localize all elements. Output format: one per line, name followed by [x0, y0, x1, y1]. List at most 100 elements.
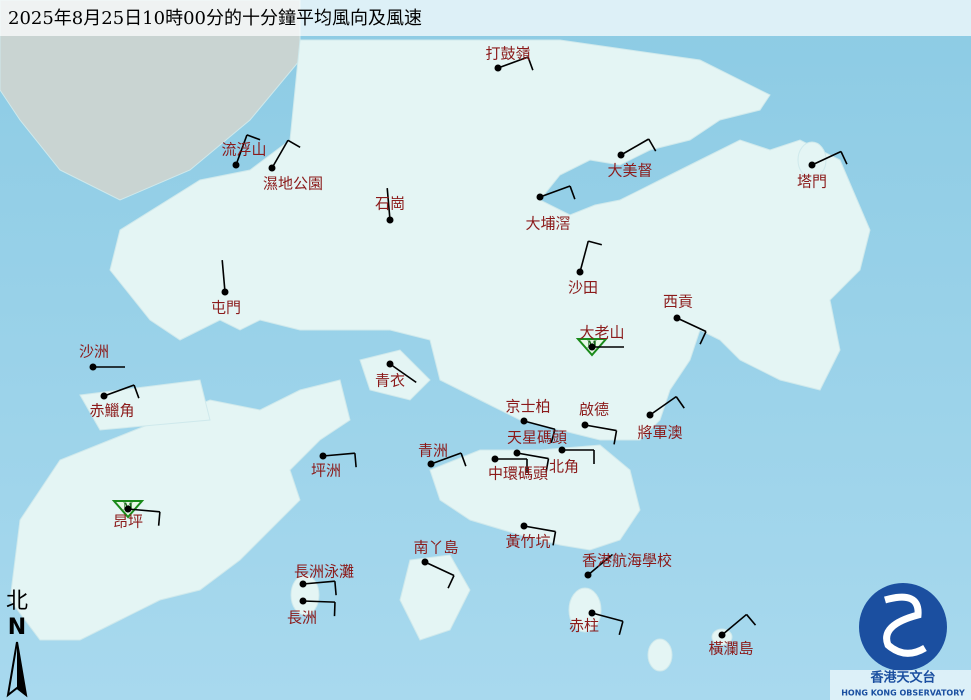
station-dot — [268, 164, 276, 172]
station-label: 長洲泳灘 — [294, 563, 354, 581]
station-label: 青洲 — [418, 442, 448, 460]
station-dot — [673, 314, 681, 322]
station-label: 西貢 — [663, 293, 693, 311]
station: M昂坪 — [111, 500, 161, 531]
barb-feather — [460, 452, 467, 467]
north-letter: N — [8, 615, 26, 640]
barb-feather — [157, 511, 161, 526]
station-label: 南丫島 — [413, 539, 458, 557]
station-dot — [718, 631, 726, 639]
wind-barb — [591, 612, 624, 623]
station-dot — [808, 161, 816, 169]
station-label: 濕地公園 — [263, 175, 323, 193]
station-dot — [520, 417, 528, 425]
wind-barb — [579, 240, 590, 273]
wind-barb — [430, 452, 462, 465]
barb-feather — [840, 151, 848, 165]
station-dot — [319, 452, 327, 460]
station: 大埔滘 — [525, 185, 576, 233]
station-dot — [646, 411, 654, 419]
station-label: 屯門 — [211, 299, 241, 317]
station: 青衣 — [375, 360, 417, 390]
station: 長洲泳灘 — [294, 563, 354, 596]
station: 流浮山 — [221, 134, 267, 169]
wind-barb — [389, 363, 417, 384]
barb-feather — [745, 613, 757, 626]
station-label: 沙洲 — [79, 343, 109, 361]
barb-feather — [545, 458, 550, 473]
station-label: 天星碼頭 — [507, 429, 567, 447]
north-char: 北 — [6, 589, 28, 614]
barb-feather — [287, 139, 301, 148]
wind-barb — [649, 395, 677, 416]
station-dot — [232, 161, 240, 169]
barb-feather — [334, 581, 337, 596]
station-label: 黃竹坑 — [505, 533, 550, 551]
station-dot — [513, 449, 521, 457]
station-dot — [617, 151, 625, 159]
barb-feather — [354, 453, 357, 468]
wind-barb — [386, 188, 391, 221]
wind-barb — [523, 420, 556, 431]
station: 沙洲 — [79, 343, 125, 371]
wind-barb — [302, 600, 336, 603]
barb-feather — [550, 429, 556, 444]
station-label: 沙田 — [568, 279, 598, 297]
station-dot — [100, 392, 108, 400]
station-dot — [558, 446, 566, 454]
station-label: 赤柱 — [569, 617, 599, 635]
station-label: 啟德 — [579, 401, 609, 419]
barb-feather — [246, 134, 261, 141]
map-title: 2025年8月25日10時00分的十分鐘平均風向及風速 — [8, 8, 422, 29]
wind-barb — [620, 138, 650, 156]
station: M大老山 — [575, 324, 625, 357]
barb-feather — [648, 138, 657, 152]
station: 香港航海學校 — [582, 552, 672, 579]
logo-chinese: 香港天文台 — [869, 670, 935, 686]
station: 黃竹坑 — [505, 522, 557, 551]
station-label: 石崗 — [375, 195, 405, 213]
station-label: 香港航海學校 — [582, 552, 672, 570]
barb-feather — [552, 531, 557, 546]
station-label: 將軍澳 — [637, 424, 682, 442]
station-label: 長洲 — [287, 609, 317, 627]
wind-barb — [322, 452, 355, 457]
barb-feather — [569, 185, 576, 200]
barb-feather — [527, 56, 534, 71]
station-label: 流浮山 — [221, 141, 266, 159]
station-dot — [491, 455, 499, 463]
station-dot — [386, 360, 394, 368]
station-dot — [494, 64, 502, 72]
station-dot — [299, 580, 307, 588]
station-label: 大老山 — [579, 324, 624, 342]
wind-barb — [587, 553, 614, 576]
barb-feather — [675, 396, 685, 409]
station-label: 中環碼頭 — [488, 465, 548, 483]
station: 濕地公園 — [263, 139, 323, 193]
station-dot — [588, 609, 596, 617]
station: 沙田 — [568, 240, 603, 297]
station-label: 大美督 — [607, 162, 652, 180]
station-label: 赤鱲角 — [89, 402, 134, 420]
wind-barb — [539, 185, 571, 198]
station-label: 北角 — [549, 458, 579, 476]
station: 打鼓嶺 — [485, 45, 534, 72]
station-dot — [581, 421, 589, 429]
wind-barb — [721, 613, 748, 636]
station: 青洲 — [418, 442, 467, 468]
logo: 香港天文台 HONG KONG OBSERVATORY — [830, 583, 971, 700]
station: 京士柏 — [505, 398, 556, 444]
land — [0, 0, 871, 672]
station-label: 昂坪 — [113, 513, 143, 531]
station-dot — [299, 597, 307, 605]
station: 塔門 — [797, 150, 848, 191]
station-dot — [427, 460, 435, 468]
wind-barb — [424, 561, 455, 577]
title-band — [0, 0, 971, 36]
station-dot — [386, 216, 394, 224]
station-dot — [124, 505, 132, 513]
wind-barb — [127, 508, 160, 513]
station: 中環碼頭 — [488, 455, 548, 483]
station: 將軍澳 — [637, 395, 685, 442]
station: 北角 — [549, 446, 595, 476]
